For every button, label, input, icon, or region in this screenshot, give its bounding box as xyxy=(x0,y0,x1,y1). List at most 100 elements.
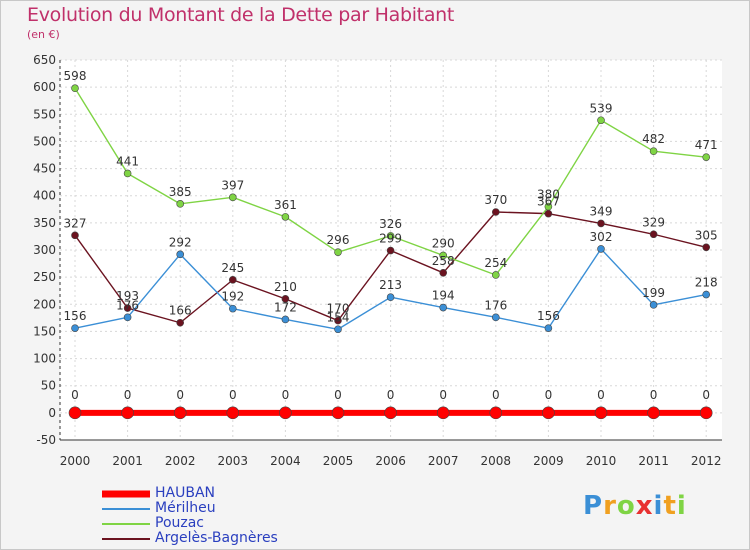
data-point xyxy=(229,193,237,202)
data-point xyxy=(702,243,711,252)
data-label: 0 xyxy=(176,388,184,402)
data-point xyxy=(281,213,290,221)
x-tick-label: 2002 xyxy=(165,454,196,468)
data-label: 385 xyxy=(169,185,192,199)
data-point xyxy=(229,276,237,284)
data-label: 192 xyxy=(221,290,244,304)
data-point xyxy=(542,406,555,420)
data-point xyxy=(334,325,342,334)
y-tick-label: 150 xyxy=(33,324,56,338)
data-label: 258 xyxy=(432,254,455,268)
chart-subtitle: (en €) xyxy=(27,28,60,41)
y-tick-label: 0 xyxy=(48,406,56,420)
x-tick-label: 2005 xyxy=(323,454,354,468)
data-point xyxy=(439,268,448,277)
data-label: 176 xyxy=(116,298,139,312)
proxiti-logo: Proxiti xyxy=(583,491,687,521)
data-point xyxy=(597,219,605,228)
data-point xyxy=(544,202,553,211)
data-label: 598 xyxy=(64,69,87,83)
data-point xyxy=(649,301,658,309)
x-tick-label: 2001 xyxy=(112,454,143,468)
data-label: 326 xyxy=(379,217,402,231)
data-label: 0 xyxy=(71,388,79,402)
data-point xyxy=(489,406,503,420)
data-point xyxy=(281,315,290,324)
data-label: 0 xyxy=(492,388,500,402)
data-label: 397 xyxy=(221,178,244,192)
y-tick-label: 200 xyxy=(33,297,56,311)
data-point xyxy=(544,209,553,218)
data-point xyxy=(702,290,711,299)
legend-label: Mérilheu xyxy=(155,500,216,516)
legend-label: HAUBAN xyxy=(155,485,216,501)
data-point xyxy=(176,200,184,208)
chart-title: Evolution du Montant de la Dette par Hab… xyxy=(27,4,455,26)
data-point xyxy=(176,318,184,327)
data-point xyxy=(331,406,345,420)
y-tick-label: 50 xyxy=(41,379,56,393)
data-label: 290 xyxy=(432,236,455,250)
data-label: 370 xyxy=(484,193,507,207)
data-point xyxy=(229,304,237,313)
data-point xyxy=(491,208,500,216)
legend-label: Argelès-Bagnères xyxy=(155,530,278,546)
data-point xyxy=(439,303,448,312)
data-point xyxy=(386,232,395,240)
data-label: 0 xyxy=(387,388,395,402)
legend-label: Pouzac xyxy=(155,515,205,531)
data-label: 305 xyxy=(695,228,718,242)
x-tick-label: 2004 xyxy=(270,454,301,468)
x-tick-label: 2003 xyxy=(218,454,249,468)
data-label: 296 xyxy=(327,233,350,247)
data-point xyxy=(279,406,292,420)
x-tick-label: 2006 xyxy=(375,454,406,468)
data-label: 0 xyxy=(229,388,237,402)
data-label: 0 xyxy=(650,388,658,402)
data-point xyxy=(649,147,658,155)
data-label: 471 xyxy=(695,138,718,152)
data-point xyxy=(597,116,605,125)
data-point xyxy=(436,406,450,420)
y-tick-label: 650 xyxy=(33,53,56,67)
y-tick-label: 250 xyxy=(33,270,56,284)
data-label: 254 xyxy=(484,256,507,270)
data-point xyxy=(439,251,448,260)
data-label: 154 xyxy=(327,310,350,324)
data-label: 218 xyxy=(695,276,718,290)
data-label: 170 xyxy=(327,302,350,316)
data-point xyxy=(226,406,240,420)
data-label: 0 xyxy=(545,388,553,402)
data-point xyxy=(647,406,660,420)
data-label: 156 xyxy=(537,309,560,323)
x-tick-label: 2008 xyxy=(481,454,512,468)
y-tick-label: 400 xyxy=(33,189,56,203)
data-point xyxy=(71,231,79,240)
data-point xyxy=(544,324,553,332)
data-label: 539 xyxy=(590,101,613,115)
data-point xyxy=(384,406,397,420)
data-point xyxy=(123,313,132,322)
data-label: 361 xyxy=(274,198,297,212)
data-point xyxy=(123,169,132,178)
data-point xyxy=(334,316,342,325)
y-tick-label: -50 xyxy=(36,433,56,447)
data-point xyxy=(649,230,658,239)
data-point xyxy=(176,250,184,259)
data-label: 302 xyxy=(590,230,613,244)
data-point xyxy=(702,153,711,161)
data-label: 245 xyxy=(221,261,244,275)
data-label: 482 xyxy=(642,132,665,146)
data-label: 156 xyxy=(64,309,87,323)
data-label: 380 xyxy=(537,188,560,202)
data-label: 292 xyxy=(169,235,192,249)
data-point xyxy=(386,293,395,302)
data-point xyxy=(121,406,134,420)
data-label: 176 xyxy=(484,298,507,312)
x-tick-label: 2012 xyxy=(691,454,722,468)
data-label: 0 xyxy=(439,388,447,402)
x-tick-label: 2007 xyxy=(428,454,459,468)
data-point xyxy=(281,295,290,303)
data-label: 0 xyxy=(282,388,290,402)
